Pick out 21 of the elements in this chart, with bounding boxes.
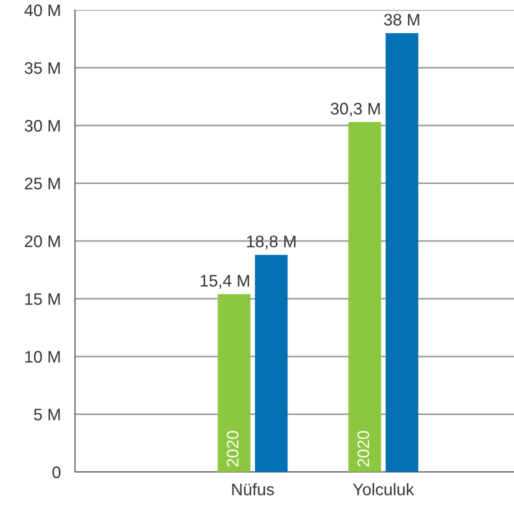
- bar: [348, 122, 382, 472]
- y-tick-label: 40 M: [24, 4, 60, 16]
- y-tick-label: 10 M: [25, 350, 60, 363]
- y-tick-label: 0: [52, 466, 60, 478]
- y-tick-label: 25 M: [24, 178, 60, 190]
- y-tick-label: 30 M: [24, 120, 60, 132]
- x-tick-label: Nüfus: [232, 483, 274, 496]
- data-label: 38 M: [384, 14, 420, 26]
- text: 2020: [357, 430, 370, 467]
- y-tick-label: 5 M: [34, 408, 60, 420]
- bar: [386, 33, 418, 472]
- data-label: 15,4 M: [200, 275, 250, 289]
- data-label: 18,8 M: [247, 236, 296, 250]
- data-label: 30,3 M: [330, 102, 380, 117]
- series-label: 2020: [226, 430, 239, 467]
- y-tick-label: 20 M: [24, 235, 60, 248]
- bar: [218, 294, 250, 472]
- y-tick-label: 35 M: [24, 62, 60, 74]
- y-tick-label: 15 M: [25, 293, 60, 305]
- x-tick-label: Yolculuk: [352, 483, 414, 496]
- bar: [254, 254, 288, 472]
